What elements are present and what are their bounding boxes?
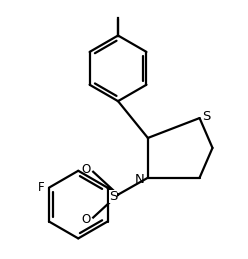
Text: O: O <box>81 213 90 226</box>
Text: S: S <box>203 110 211 123</box>
Text: N: N <box>135 173 145 186</box>
Text: O: O <box>81 163 90 176</box>
Text: S: S <box>109 190 117 203</box>
Text: F: F <box>37 181 44 194</box>
